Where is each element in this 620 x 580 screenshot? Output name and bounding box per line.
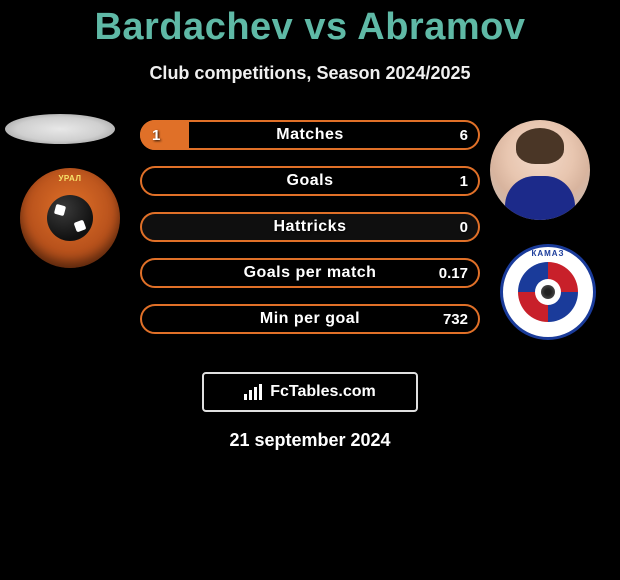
player-right-avatar: [490, 120, 590, 220]
page-title: Bardachev vs Abramov: [0, 0, 620, 49]
team-right-label: КАМАЗ: [503, 249, 593, 258]
stat-right-value: 0.17: [439, 258, 468, 288]
stat-label: Min per goal: [140, 304, 480, 334]
stat-row: Hattricks0: [140, 212, 480, 242]
stat-bars: Matches16Goals1Hattricks0Goals per match…: [140, 120, 480, 350]
team-right-logo: КАМАЗ: [500, 244, 596, 340]
stat-right-value: 0: [460, 212, 468, 242]
stat-row: Goals1: [140, 166, 480, 196]
stat-right-value: 1: [460, 166, 468, 196]
stat-label: Matches: [140, 120, 480, 150]
bar-chart-icon: [244, 384, 264, 400]
stat-label: Goals per match: [140, 258, 480, 288]
snapshot-date: 21 september 2024: [0, 430, 620, 451]
soccer-ball-icon: [47, 195, 93, 241]
stat-row: Min per goal732: [140, 304, 480, 334]
source-site: FcTables.com: [270, 383, 376, 401]
team-left-label: УРАЛ: [20, 174, 120, 183]
team-left-logo: УРАЛ: [20, 168, 120, 268]
stat-right-value: 732: [443, 304, 468, 334]
subtitle: Club competitions, Season 2024/2025: [0, 63, 620, 84]
comparison-panel: УРАЛ КАМАЗ Matches16Goals1Hattricks0Goal…: [0, 114, 620, 354]
stat-label: Goals: [140, 166, 480, 196]
stat-row: Matches1 6: [140, 120, 480, 150]
team-right-emblem-icon: [518, 262, 578, 322]
stat-right-value: 6: [460, 120, 468, 150]
stat-left-value: 1: [152, 120, 160, 150]
player-left-avatar: [5, 114, 115, 144]
source-badge: FcTables.com: [202, 372, 418, 412]
stat-label: Hattricks: [140, 212, 480, 242]
stat-row: Goals per match0.17: [140, 258, 480, 288]
